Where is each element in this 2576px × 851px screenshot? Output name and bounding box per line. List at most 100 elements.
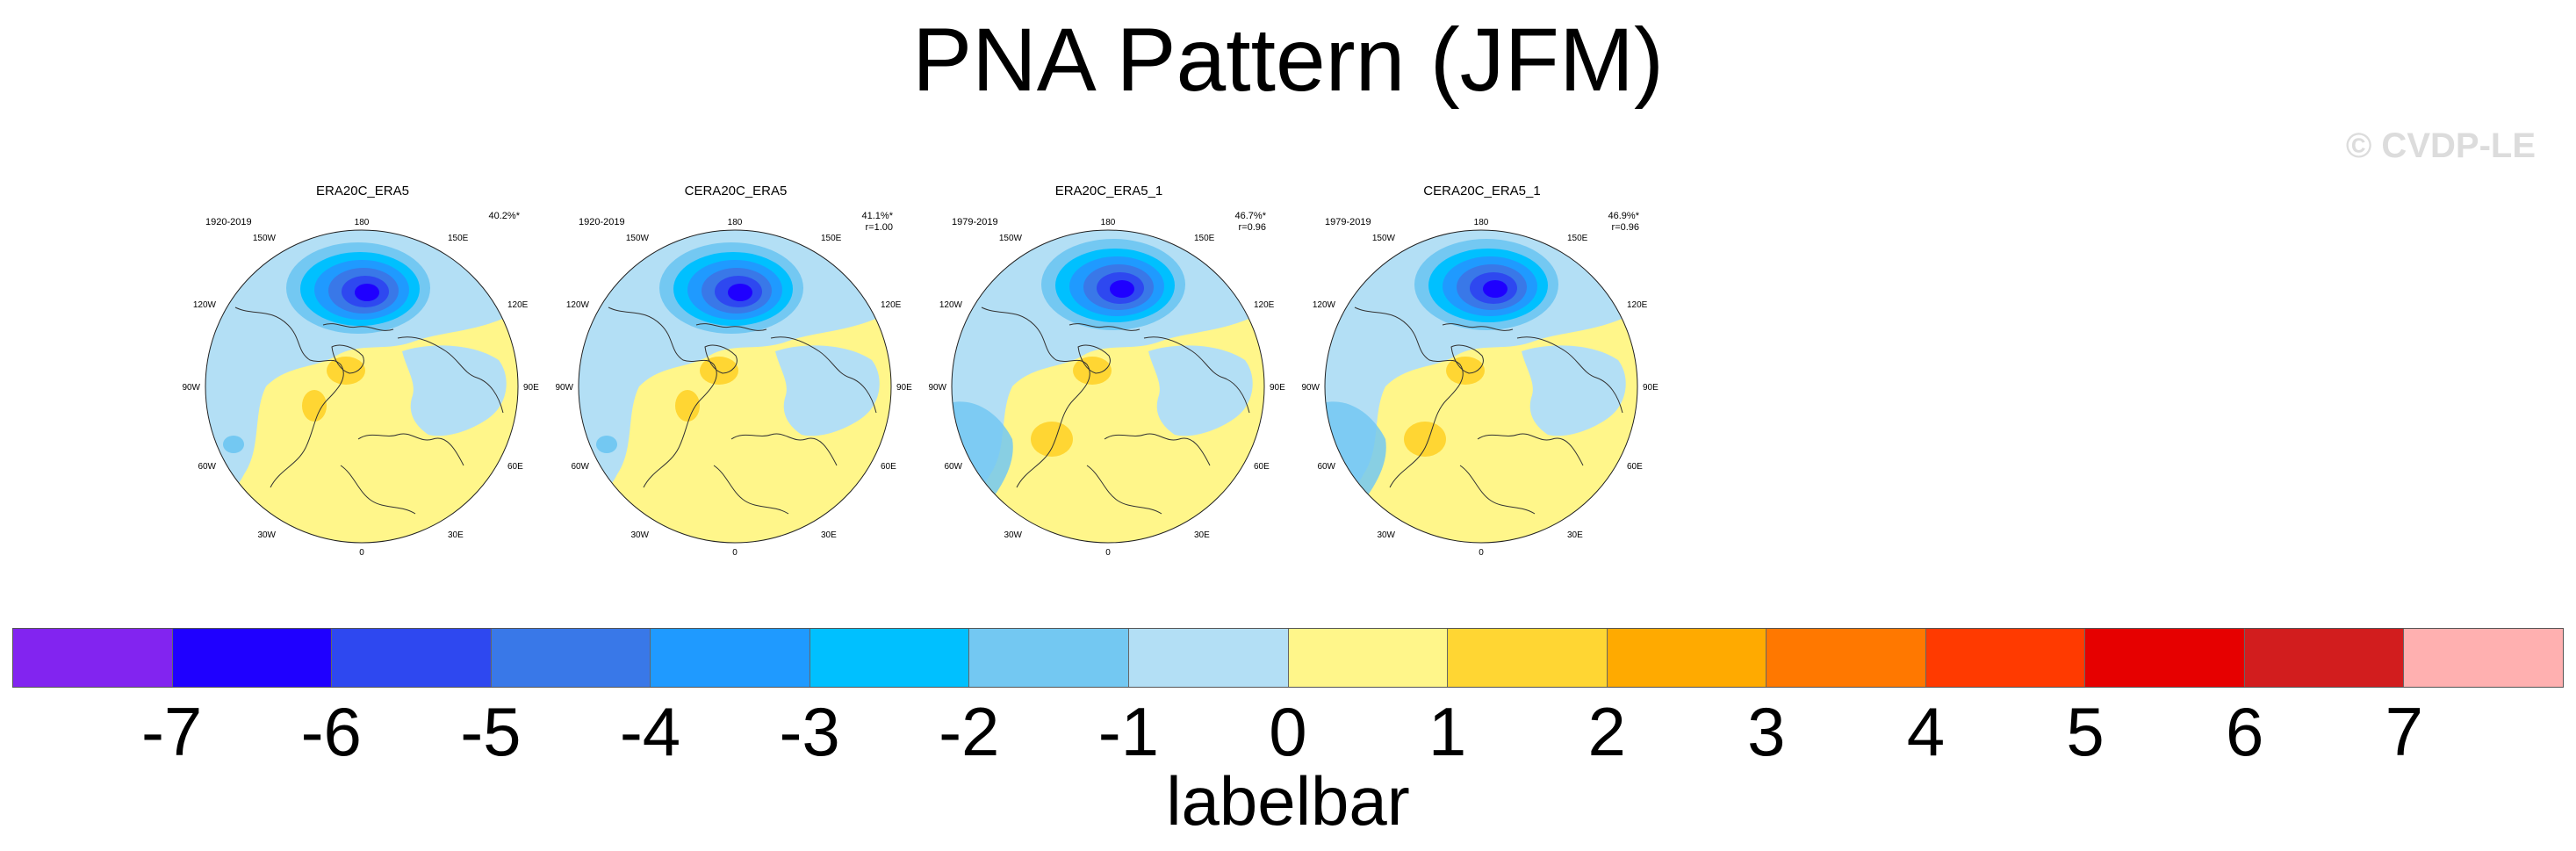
longitude-label: 60W (571, 462, 589, 472)
colorbar-tick-label: -6 (300, 693, 362, 770)
longitude-label: 120W (566, 300, 590, 310)
colorbar-tick-label: -3 (779, 693, 840, 770)
longitude-label: 90W (556, 383, 574, 393)
longitude-label: 90E (1643, 383, 1659, 393)
panel-pattern-correlation: r=0.96 (1238, 222, 1267, 233)
longitude-label: 120W (1313, 300, 1336, 310)
copyright-watermark: © CVDP-LE (2345, 126, 2536, 165)
colorbar-box (2244, 629, 2405, 687)
colorbar-box (13, 629, 173, 687)
panel-title: ERA20C_ERA5_1 (1054, 184, 1163, 198)
longitude-label: 120E (881, 300, 902, 310)
colorbar-box (809, 629, 970, 687)
longitude-label: 60W (1317, 462, 1335, 472)
map-panel: 180 0 90W 90E 150W 120W 60W 30W 150E 120E 60E 30E CE… (556, 176, 916, 562)
longitude-label: 0 (1479, 548, 1484, 558)
panel-variance-explained: 41.1%* (861, 211, 893, 221)
colorbar-box (332, 629, 492, 687)
longitude-label: 120E (1254, 300, 1275, 310)
panel-period: 1979-2019 (952, 217, 998, 227)
colorbar-box (491, 629, 651, 687)
panel-stats: 46.7%* r=0.96 (1219, 211, 1266, 234)
map-panel: 180 0 90W 90E 150W 120W 60W 30W 150E 120E 60E 30E CE… (1302, 176, 1662, 562)
colorbar-tick-label: 5 (2066, 693, 2105, 770)
polar-map: 180 0 90W 90E 150W 120W 60W 30W 150E 120E 60E 30E (556, 218, 912, 558)
longitude-label: 150E (448, 234, 469, 243)
colorbar-tick-label: 6 (2226, 693, 2264, 770)
longitude-label: 180 (355, 218, 370, 227)
map-panel: 180 0 90W 90E 150W 120W 60W 30W 150E 120E 60E 30E ER… (183, 176, 543, 562)
longitude-label: 60E (1627, 462, 1643, 472)
labelbar-ticks: -7 -6 -5 -4 -3 -2 -1 0 1 2 3 4 5 6 7 (12, 692, 2564, 771)
longitude-label: 120W (193, 300, 217, 310)
longitude-label: 90E (523, 383, 539, 393)
longitude-label: 150W (626, 234, 650, 243)
longitude-label: 90E (1270, 383, 1285, 393)
longitude-label: 0 (1105, 548, 1111, 558)
longitude-label: 30W (257, 530, 276, 540)
map-panel: 180 0 90W 90E 150W 120W 60W 30W 150E 120E 60E 30E ER… (929, 176, 1289, 562)
longitude-label: 30W (630, 530, 649, 540)
colorbar-tick-label: -2 (939, 693, 1000, 770)
longitude-label: 60W (198, 462, 216, 472)
colorbar-tick-label: 2 (1587, 693, 1626, 770)
longitude-label: 0 (732, 548, 738, 558)
colorbar-box (1288, 629, 1449, 687)
colorbar-tick-label: -4 (619, 693, 681, 770)
labelbar-colorbar (12, 628, 2564, 688)
colorbar-tick-label: -5 (460, 693, 522, 770)
panel-variance-explained: 46.9%* (1608, 211, 1639, 221)
labelbar-label: labelbar (1166, 762, 1410, 840)
panel-period: 1920-2019 (205, 217, 252, 227)
longitude-label: 60W (944, 462, 962, 472)
longitude-label: 60E (507, 462, 523, 472)
longitude-label: 180 (728, 218, 743, 227)
longitude-label: 150E (821, 234, 842, 243)
panel-pattern-correlation: r=1.00 (865, 222, 894, 233)
longitude-label: 120E (1627, 300, 1648, 310)
longitude-label: 90W (929, 383, 947, 393)
longitude-label: 90E (896, 383, 912, 393)
panel-title: CERA20C_ERA5 (684, 184, 788, 198)
colorbar-box (2085, 629, 2245, 687)
figure-title: PNA Pattern (JFM) (912, 10, 1664, 110)
polar-map: 180 0 90W 90E 150W 120W 60W 30W 150E 120E 60E 30E (1302, 218, 1659, 558)
colorbar-tick-label: 1 (1428, 693, 1467, 770)
longitude-label: 30E (821, 530, 837, 540)
longitude-label: 150W (1372, 234, 1396, 243)
longitude-label: 180 (1101, 218, 1116, 227)
longitude-label: 180 (1474, 218, 1489, 227)
polar-map: 180 0 90W 90E 150W 120W 60W 30W 150E 120E 60E 30E (929, 218, 1285, 558)
panel-pattern-correlation: r=0.96 (1611, 222, 1640, 233)
colorbar-box (1767, 629, 1926, 687)
longitude-label: 30E (448, 530, 464, 540)
longitude-label: 60E (1254, 462, 1270, 472)
longitude-label: 150E (1194, 234, 1215, 243)
colorbar-box (651, 629, 810, 687)
colorbar-box (969, 629, 1129, 687)
colorbar-box (1448, 629, 1608, 687)
panel-title: CERA20C_ERA5_1 (1423, 184, 1541, 198)
colorbar-box (1607, 629, 1767, 687)
colorbar-box (172, 629, 333, 687)
longitude-label: 150W (999, 234, 1023, 243)
longitude-label: 30E (1194, 530, 1210, 540)
panel-stats: 41.1%* r=1.00 (845, 211, 893, 234)
longitude-label: 30E (1567, 530, 1583, 540)
longitude-label: 90W (183, 383, 201, 393)
panel-variance-explained: 40.2%* (488, 211, 520, 221)
longitude-label: 0 (359, 548, 364, 558)
longitude-label: 150W (253, 234, 277, 243)
colorbar-tick-label: 4 (1906, 693, 1946, 770)
longitude-label: 120W (939, 300, 963, 310)
colorbar-box (1128, 629, 1289, 687)
colorbar-box (2404, 629, 2563, 687)
colorbar-tick-label: 7 (2385, 693, 2424, 770)
polar-map: 180 0 90W 90E 150W 120W 60W 30W 150E 120E 60E 30E (183, 218, 539, 558)
panel-period: 1920-2019 (579, 217, 625, 227)
panel-variance-explained: 46.7%* (1234, 211, 1266, 221)
panel-stats: 46.9%* r=0.96 (1592, 211, 1639, 234)
colorbar-tick-label: -7 (140, 693, 203, 770)
colorbar-box (1925, 629, 2086, 687)
